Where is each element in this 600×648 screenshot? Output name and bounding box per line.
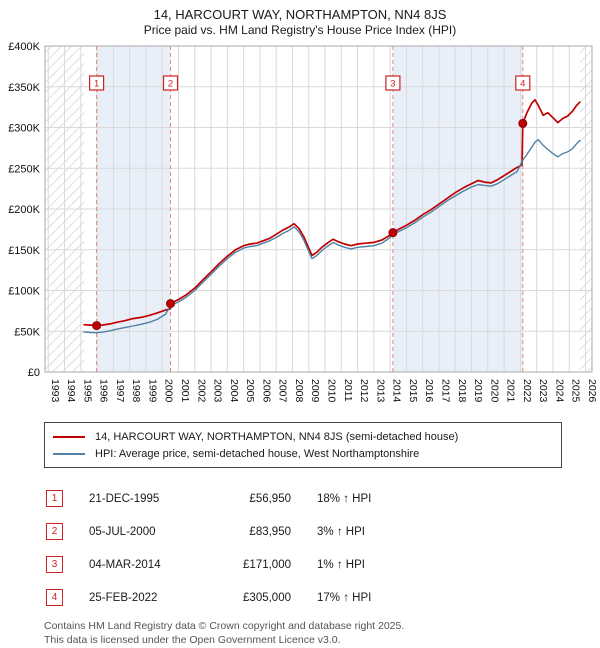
table-row: 4 25-FEB-2022 £305,000 17% ↑ HPI xyxy=(46,581,600,614)
transaction-number-badge: 3 xyxy=(46,556,63,574)
plot-border xyxy=(44,45,593,373)
svg-text:2006: 2006 xyxy=(260,379,272,403)
page-title: 14, HARCOURT WAY, NORTHAMPTON, NN4 8JS xyxy=(153,7,447,22)
svg-text:2012: 2012 xyxy=(358,379,370,403)
svg-text:2004: 2004 xyxy=(228,379,240,403)
transaction-number-badge: 1 xyxy=(46,490,63,508)
svg-text:1997: 1997 xyxy=(114,379,126,403)
svg-text:1995: 1995 xyxy=(81,379,93,403)
svg-text:2015: 2015 xyxy=(407,379,419,403)
svg-text:2020: 2020 xyxy=(488,379,500,403)
legend-item-hpi: HPI: Average price, semi-detached house,… xyxy=(53,445,553,462)
sale-number-badges: 1 2 3 4 xyxy=(89,75,531,91)
axis-labels: £0 £50K £100K £150K £200K £250K £300K £350K £400… xyxy=(8,41,598,403)
svg-text:1998: 1998 xyxy=(130,379,142,403)
svg-text:£50K: £50K xyxy=(14,327,40,339)
svg-text:2009: 2009 xyxy=(309,379,321,403)
svg-text:2022: 2022 xyxy=(521,379,533,403)
chart-legend: 14, HARCOURT WAY, NORTHAMPTON, NN4 8JS (… xyxy=(44,422,562,469)
svg-text:£400K: £400K xyxy=(8,41,40,53)
transaction-price: £305,000 xyxy=(243,591,291,604)
svg-text:2013: 2013 xyxy=(374,379,386,403)
svg-text:2023: 2023 xyxy=(537,379,549,403)
transaction-hpi-delta: 18% ↑ HPI xyxy=(317,492,372,505)
transaction-hpi-delta: 1% ↑ HPI xyxy=(317,558,365,571)
svg-text:2025: 2025 xyxy=(570,379,582,403)
svg-text:1994: 1994 xyxy=(65,379,77,403)
transaction-date: 21-DEC-1995 xyxy=(89,492,160,505)
svg-text:2014: 2014 xyxy=(391,379,403,403)
transaction-number-badge: 2 xyxy=(46,523,63,541)
svg-text:2019: 2019 xyxy=(472,379,484,403)
sale-marker-lines xyxy=(96,46,524,373)
svg-text:£350K: £350K xyxy=(8,82,40,94)
svg-text:2007: 2007 xyxy=(277,379,289,403)
svg-text:£150K: £150K xyxy=(8,245,40,257)
transaction-hpi-delta: 3% ↑ HPI xyxy=(317,525,365,538)
sale-points xyxy=(92,119,528,331)
transaction-number-badge: 4 xyxy=(46,589,63,607)
svg-text:£0: £0 xyxy=(28,367,40,379)
price-paid-line-swatch xyxy=(53,435,85,438)
page-subtitle: Price paid vs. HM Land Registry's House … xyxy=(143,23,457,38)
series-hpi xyxy=(83,139,581,334)
svg-text:2008: 2008 xyxy=(293,379,305,403)
legend-label-price-paid: 14, HARCOURT WAY, NORTHAMPTON, NN4 8JS (… xyxy=(95,430,459,443)
svg-text:2024: 2024 xyxy=(553,379,565,403)
footer-line-1: Contains HM Land Registry data © Crown c… xyxy=(44,620,405,633)
table-row: 1 21-DEC-1995 £56,950 18% ↑ HPI xyxy=(46,482,600,515)
svg-text:2026: 2026 xyxy=(586,379,598,403)
svg-text:2: 2 xyxy=(168,79,173,90)
svg-text:2001: 2001 xyxy=(179,379,191,403)
table-row: 3 04-MAR-2014 £171,000 1% ↑ HPI xyxy=(46,548,600,581)
svg-text:2002: 2002 xyxy=(195,379,207,403)
transaction-date: 05-JUL-2000 xyxy=(89,525,156,538)
license-footer: Contains HM Land Registry data © Crown c… xyxy=(44,620,600,647)
svg-text:1: 1 xyxy=(94,79,99,90)
transaction-price: £171,000 xyxy=(243,558,291,571)
hpi-line-swatch xyxy=(53,452,85,455)
svg-text:2000: 2000 xyxy=(163,379,175,403)
svg-text:2011: 2011 xyxy=(342,379,354,402)
svg-text:1999: 1999 xyxy=(146,379,158,403)
footer-line-2: This data is licensed under the Open Gov… xyxy=(44,633,341,646)
svg-text:2021: 2021 xyxy=(505,379,517,403)
legend-label-hpi: HPI: Average price, semi-detached house,… xyxy=(95,447,420,460)
svg-text:2003: 2003 xyxy=(212,379,224,403)
svg-text:2010: 2010 xyxy=(326,379,338,403)
svg-text:£250K: £250K xyxy=(8,164,40,176)
svg-text:2018: 2018 xyxy=(456,379,468,403)
legend-item-price-paid: 14, HARCOURT WAY, NORTHAMPTON, NN4 8JS (… xyxy=(53,428,553,445)
svg-text:£300K: £300K xyxy=(8,123,40,135)
svg-text:£200K: £200K xyxy=(8,204,40,216)
svg-text:3: 3 xyxy=(390,79,395,90)
transaction-price: £83,950 xyxy=(249,525,291,538)
transaction-price: £56,950 xyxy=(249,492,291,505)
svg-text:4: 4 xyxy=(520,79,525,90)
svg-text:1996: 1996 xyxy=(98,379,110,403)
svg-text:2005: 2005 xyxy=(244,379,256,403)
svg-text:£100K: £100K xyxy=(8,286,40,298)
transactions-table: 1 21-DEC-1995 £56,950 18% ↑ HPI 2 05-JUL… xyxy=(46,482,600,614)
price-history-chart: £0 £50K £100K £150K £200K £250K £300K £350K £400… xyxy=(8,41,598,403)
transaction-date: 25-FEB-2022 xyxy=(89,591,158,604)
transaction-hpi-delta: 17% ↑ HPI xyxy=(317,591,372,604)
chart-header: 14, HARCOURT WAY, NORTHAMPTON, NN4 8JS P… xyxy=(0,0,600,38)
table-row: 2 05-JUL-2000 £83,950 3% ↑ HPI xyxy=(46,515,600,548)
svg-text:2016: 2016 xyxy=(423,379,435,403)
svg-text:2017: 2017 xyxy=(439,379,451,403)
transaction-date: 04-MAR-2014 xyxy=(89,558,161,571)
svg-text:1993: 1993 xyxy=(49,379,61,403)
